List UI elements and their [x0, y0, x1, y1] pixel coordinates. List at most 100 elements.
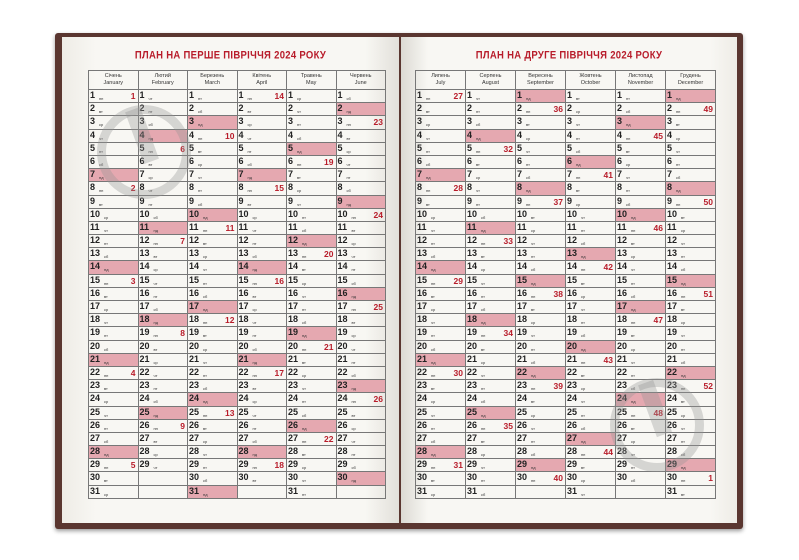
- day-cell[interactable]: [515, 484, 566, 499]
- day-cell[interactable]: 8 нд: [665, 181, 716, 196]
- day-cell[interactable]: 14 пн 42: [565, 260, 616, 275]
- day-cell[interactable]: 26 пн 35: [465, 418, 516, 433]
- day-cell[interactable]: 22 сб: [335, 365, 386, 381]
- day-cell[interactable]: 16 пт: [137, 286, 188, 302]
- day-cell[interactable]: 27 ср: [615, 431, 666, 447]
- day-cell[interactable]: 14 нд: [88, 260, 139, 275]
- day-cell[interactable]: 1 пт: [187, 88, 238, 104]
- day-cell[interactable]: 29 пт: [615, 458, 666, 473]
- day-cell[interactable]: 2 чт: [286, 102, 337, 117]
- day-cell[interactable]: 19 нд: [286, 326, 337, 341]
- day-cell[interactable]: 15 пн 29: [415, 273, 466, 288]
- day-cell[interactable]: 27 пт: [515, 431, 566, 447]
- day-cell[interactable]: 27 нд: [565, 431, 616, 447]
- day-cell[interactable]: [335, 484, 386, 499]
- day-cell[interactable]: 24 ср: [415, 392, 466, 407]
- day-cell[interactable]: 20 пт: [665, 339, 716, 354]
- day-cell[interactable]: 18 чт: [236, 313, 287, 328]
- day-cell[interactable]: 29 чт: [137, 458, 188, 473]
- day-cell[interactable]: [137, 471, 188, 486]
- day-cell[interactable]: 8 нд: [515, 181, 566, 196]
- day-cell[interactable]: 17 вт: [515, 299, 566, 315]
- day-cell[interactable]: 7 сб: [515, 168, 566, 183]
- day-cell[interactable]: 22 вт: [565, 365, 616, 381]
- day-cell[interactable]: 1 ср: [286, 88, 337, 104]
- day-cell[interactable]: 18 пт: [565, 313, 616, 328]
- day-cell[interactable]: 24 вт: [665, 392, 716, 407]
- day-cell[interactable]: 10 сб: [137, 207, 188, 222]
- day-cell[interactable]: 26 чт: [665, 418, 716, 433]
- day-cell[interactable]: 23 пт: [137, 379, 188, 394]
- day-cell[interactable]: 27 чт: [335, 431, 386, 447]
- day-cell[interactable]: 15 пт: [615, 273, 666, 288]
- day-cell[interactable]: 27 вт: [465, 431, 516, 447]
- day-cell[interactable]: 30 пн 40: [515, 471, 566, 486]
- day-cell[interactable]: 29 нд: [665, 458, 716, 473]
- day-cell[interactable]: 19 сб: [565, 326, 616, 341]
- day-cell[interactable]: 12 вт: [615, 234, 666, 249]
- day-cell[interactable]: 25 чт: [88, 405, 139, 420]
- day-cell[interactable]: 5 пт: [88, 141, 139, 156]
- day-cell[interactable]: 9 пт: [465, 194, 516, 209]
- day-cell[interactable]: 20 сб: [415, 339, 466, 354]
- day-cell[interactable]: 9 ср: [565, 194, 616, 209]
- day-cell[interactable]: 27 сб: [88, 431, 139, 447]
- day-cell[interactable]: 7 нд: [236, 168, 287, 183]
- day-cell[interactable]: 6 вт: [465, 154, 516, 170]
- day-cell[interactable]: 20 пн 21: [286, 339, 337, 354]
- day-cell[interactable]: 17 нд: [187, 299, 238, 315]
- day-cell[interactable]: 15 сб: [335, 273, 386, 288]
- day-cell[interactable]: 12 вт: [187, 234, 238, 249]
- day-cell[interactable]: 25 ср: [515, 405, 566, 420]
- day-cell[interactable]: 12 нд: [286, 234, 337, 249]
- day-cell[interactable]: 11 нд: [465, 220, 516, 236]
- day-cell[interactable]: 18 вт: [335, 313, 386, 328]
- day-cell[interactable]: 23 сб: [187, 379, 238, 394]
- day-cell[interactable]: 27 сб: [415, 431, 466, 447]
- day-cell[interactable]: 16 вт: [236, 286, 287, 302]
- day-cell[interactable]: 30 чт: [286, 471, 337, 486]
- day-cell[interactable]: 26 пт: [415, 418, 466, 433]
- day-cell[interactable]: 18 пн 47: [615, 313, 666, 328]
- day-cell[interactable]: 2 вт: [415, 102, 466, 117]
- day-cell[interactable]: 18 чт: [415, 313, 466, 328]
- day-cell[interactable]: 25 сб: [286, 405, 337, 420]
- day-cell[interactable]: 20 нд: [565, 339, 616, 354]
- day-cell[interactable]: 9 пт: [137, 194, 188, 209]
- day-cell[interactable]: 6 ср: [615, 154, 666, 170]
- day-cell[interactable]: 21 нд: [88, 352, 139, 367]
- day-cell[interactable]: 3 сб: [465, 115, 516, 130]
- day-cell[interactable]: 19 пт: [415, 326, 466, 341]
- day-cell[interactable]: 15 чт: [137, 273, 188, 288]
- day-cell[interactable]: 21 сб: [515, 352, 566, 367]
- day-cell[interactable]: 3 ср: [415, 115, 466, 130]
- day-cell[interactable]: 14 нд: [415, 260, 466, 275]
- day-cell[interactable]: 15 нд: [665, 273, 716, 288]
- day-cell[interactable]: 19 пн 8: [137, 326, 188, 341]
- day-cell[interactable]: 19 вт: [187, 326, 238, 341]
- day-cell[interactable]: 28 сб: [665, 445, 716, 460]
- day-cell[interactable]: 8 пт: [187, 181, 238, 196]
- day-cell[interactable]: 26 сб: [565, 418, 616, 433]
- day-cell[interactable]: 27 вт: [137, 431, 188, 447]
- day-cell[interactable]: 30 вт: [415, 471, 466, 486]
- day-cell[interactable]: 30 нд: [335, 471, 386, 486]
- day-cell[interactable]: 29 сб: [335, 458, 386, 473]
- day-cell[interactable]: 14 пт: [335, 260, 386, 275]
- day-cell[interactable]: 16 пн 38: [515, 286, 566, 302]
- day-cell[interactable]: 24 пн 26: [335, 392, 386, 407]
- day-cell[interactable]: 20 ср: [187, 339, 238, 354]
- day-cell[interactable]: 23 пт: [465, 379, 516, 394]
- day-cell[interactable]: 25 чт: [236, 405, 287, 420]
- day-cell[interactable]: 14 сб: [665, 260, 716, 275]
- day-cell[interactable]: 25 ср: [665, 405, 716, 420]
- day-cell[interactable]: 13 чт: [335, 247, 386, 262]
- day-cell[interactable]: 10 нд: [615, 207, 666, 222]
- day-cell[interactable]: 19 пт: [88, 326, 139, 341]
- day-cell[interactable]: 3 нд: [615, 115, 666, 130]
- day-cell[interactable]: 11 пт: [565, 220, 616, 236]
- day-cell[interactable]: 21 ср: [137, 352, 188, 367]
- day-cell[interactable]: 4 чт: [415, 128, 466, 143]
- day-cell[interactable]: 10 сб: [465, 207, 516, 222]
- day-cell[interactable]: 24 нд: [615, 392, 666, 407]
